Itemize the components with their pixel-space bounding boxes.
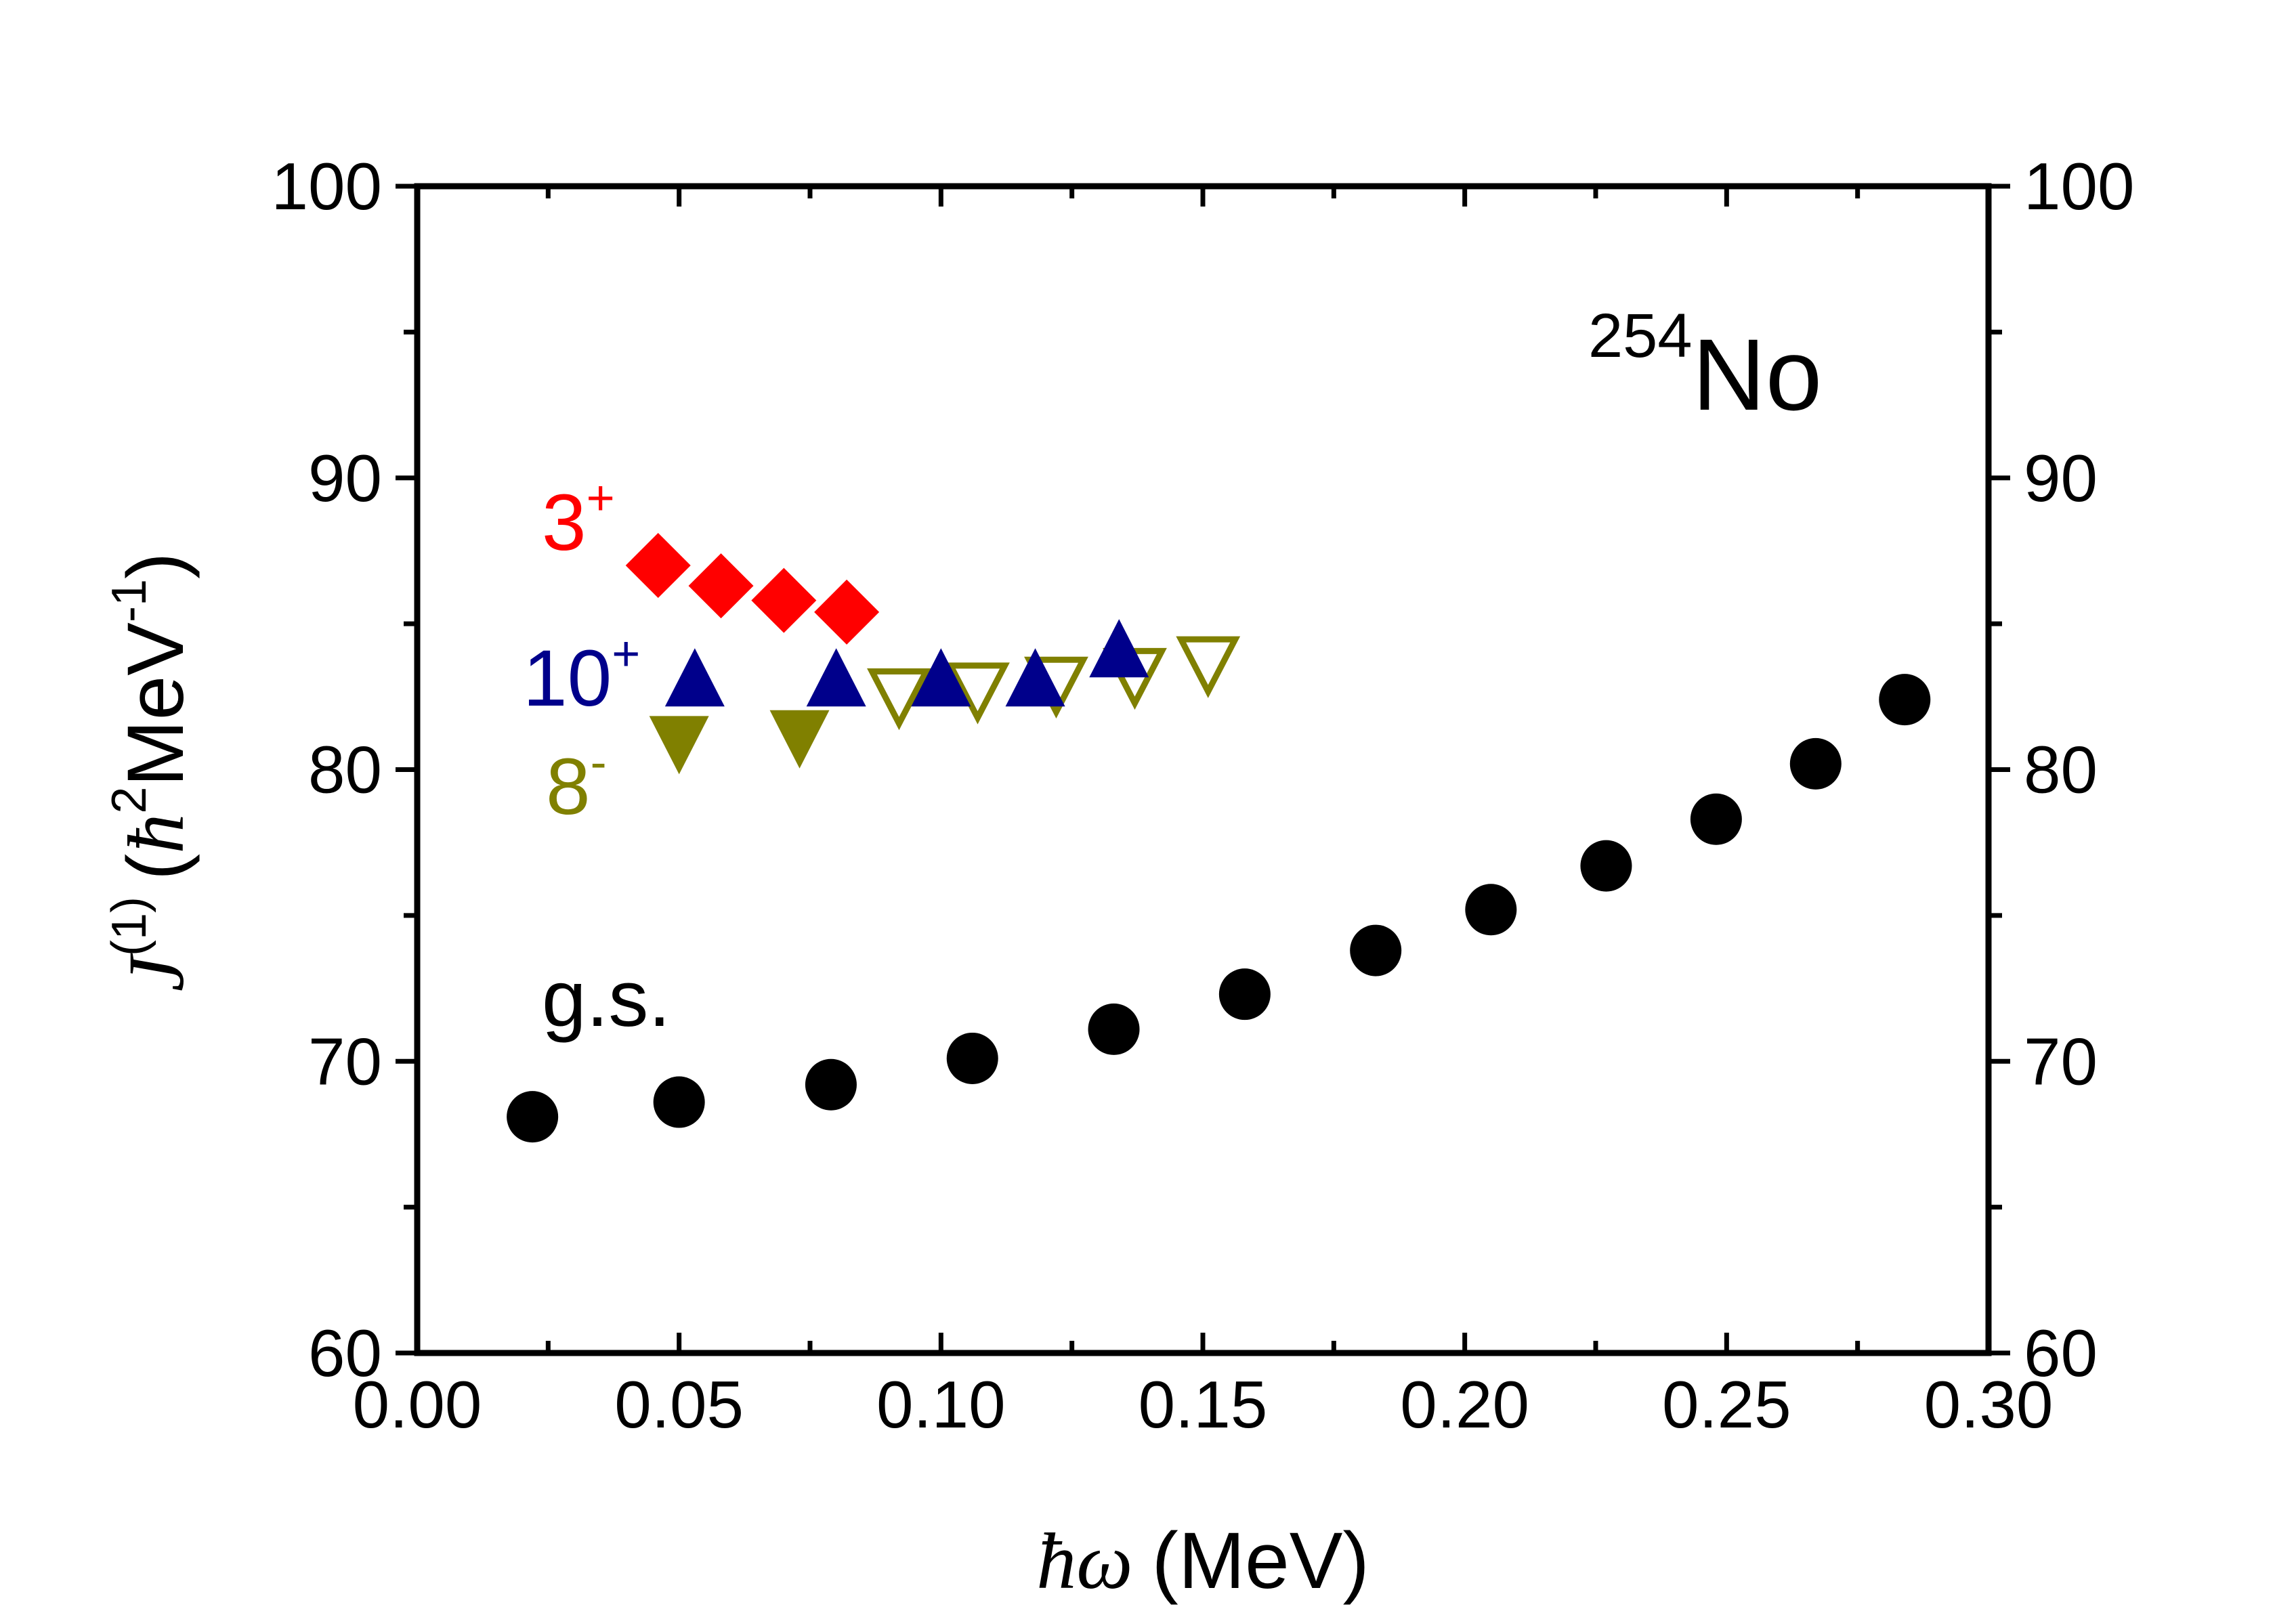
nucleus-mass: 254 [1588, 301, 1693, 370]
y-axis-superscript: (1) [102, 897, 156, 956]
point-8-open [867, 668, 931, 731]
y-tick-label-left: 70 [308, 1024, 382, 1098]
series-label-8minus: 8- [546, 735, 607, 832]
x-tick-label: 0.00 [353, 1367, 482, 1442]
point-g-s- [1879, 674, 1931, 726]
point-10 [911, 648, 971, 707]
y-axis-close: ) [111, 553, 200, 579]
x-tick-label: 0.20 [1400, 1367, 1529, 1442]
nucleus-label: 254No [1588, 301, 1822, 431]
y-axis-title: J(1) (ħ2MeV-1) [102, 553, 200, 992]
point-8-open [1176, 636, 1241, 698]
y-tick-label-left: 60 [308, 1316, 382, 1390]
point-3 [751, 567, 817, 633]
series-label-3plus-main: 3 [542, 478, 587, 567]
y-axis-hbar-power: 2 [102, 787, 156, 814]
x-axis-unit: (MeV) [1152, 1516, 1369, 1606]
point-8-open [945, 662, 1010, 725]
point-g-s- [1350, 924, 1402, 976]
y-tick-label-left: 90 [308, 441, 382, 515]
series-label-10plus-main: 10 [523, 634, 612, 723]
nucleus-symbol: No [1693, 318, 1823, 431]
point-8 [649, 716, 709, 775]
series-label-10plus-sup: + [612, 627, 640, 681]
x-axis-title: ħω (MeV) [1036, 1516, 1369, 1606]
x-tick-label: 0.30 [1924, 1367, 2054, 1442]
x-tick-label: 0.15 [1139, 1367, 1268, 1442]
series-label-8minus-main: 8 [546, 742, 591, 832]
y-tick-label-right: 90 [2024, 441, 2098, 515]
point-g-s- [653, 1076, 705, 1128]
y-tick-label-left: 100 [271, 149, 382, 223]
axis-ticks [396, 184, 2010, 1356]
point-3 [688, 553, 754, 619]
point-10 [806, 648, 866, 707]
series-label-8minus-sup: - [591, 735, 607, 790]
y-tick-label-right: 60 [2024, 1316, 2098, 1390]
point-g-s- [1580, 840, 1632, 892]
series-label-gs: g.s. [542, 954, 671, 1044]
y-axis-symbol: J [112, 953, 200, 991]
point-10 [1005, 648, 1065, 707]
x-axis-symbol: ħω [1036, 1517, 1132, 1606]
point-g-s- [805, 1058, 857, 1111]
point-3 [814, 579, 880, 645]
y-axis-hbar: ħ [112, 814, 200, 854]
y-axis-open: ( [111, 854, 200, 880]
y-tick-label-left: 80 [308, 733, 382, 807]
y-tick-label-right: 80 [2024, 733, 2098, 807]
point-g-s- [1465, 884, 1517, 936]
y-tick-label-right: 100 [2024, 149, 2135, 223]
point-10 [664, 648, 725, 707]
point-g-s- [507, 1091, 559, 1143]
point-8 [769, 710, 830, 769]
y-tick-label-right: 70 [2024, 1024, 2098, 1098]
point-10 [1089, 619, 1149, 678]
point-3 [625, 532, 691, 598]
y-axis-unit: MeV [111, 622, 200, 787]
series-label-3plus-sup: + [587, 471, 615, 525]
x-tick-label: 0.05 [614, 1367, 744, 1442]
point-g-s- [1690, 793, 1742, 845]
point-g-s- [946, 1032, 998, 1084]
point-g-s- [1789, 737, 1842, 790]
series-label-10plus: 10+ [523, 627, 640, 723]
y-axis-unit-power: -1 [102, 579, 156, 622]
point-g-s- [1218, 968, 1271, 1021]
series-label-3plus: 3+ [542, 471, 615, 567]
x-tick-label: 0.10 [876, 1367, 1006, 1442]
point-g-s- [1088, 1003, 1140, 1055]
x-tick-label: 0.25 [1662, 1367, 1791, 1442]
data-points [507, 532, 1931, 1143]
